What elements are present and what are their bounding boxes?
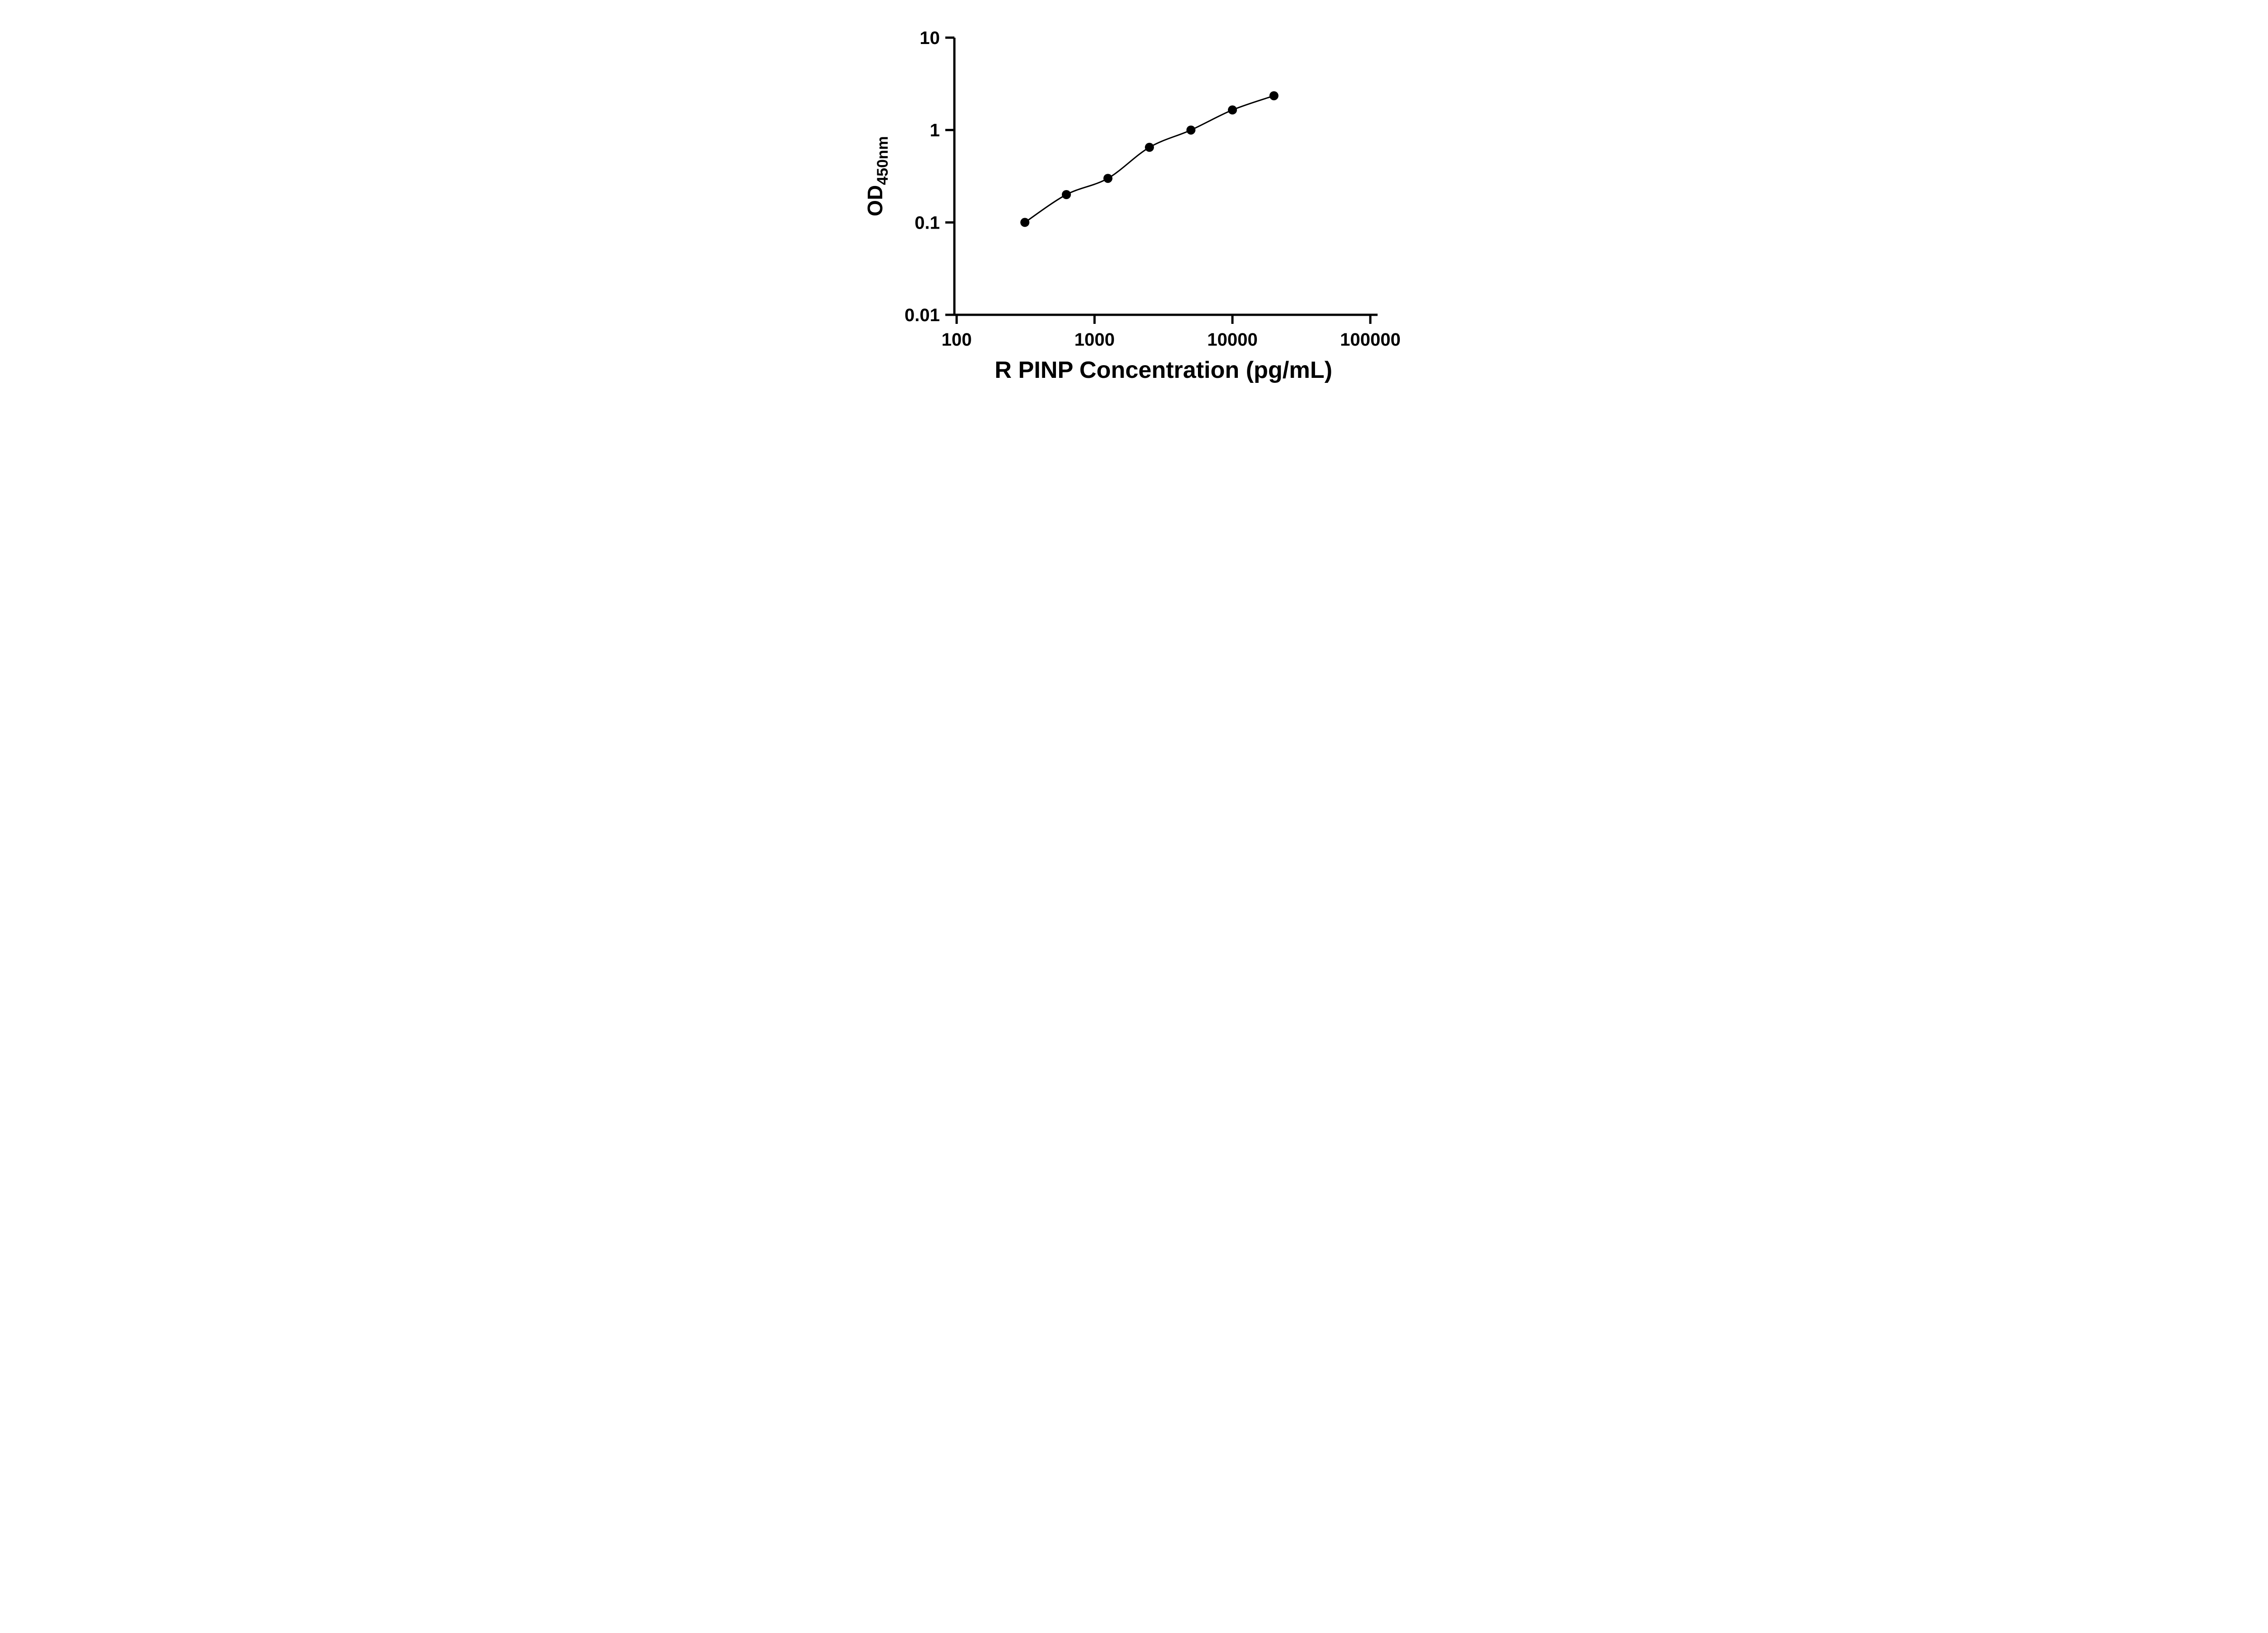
- x-axis-ticks: 100 1000 10000 100000: [942, 315, 1401, 350]
- data-point-marker: [1269, 91, 1279, 101]
- x-axis-title: R PINP Concentration (pg/mL): [995, 357, 1332, 383]
- y-axis-title: OD450nm: [863, 136, 891, 216]
- data-point-marker: [1186, 125, 1196, 135]
- data-point-marker: [1020, 218, 1030, 227]
- x-tick-label: 10000: [1207, 330, 1257, 350]
- y-tick-label: 0.01: [904, 305, 940, 325]
- y-axis-title-subscript: 450nm: [874, 136, 891, 185]
- data-point-marker: [1228, 105, 1237, 115]
- curve-line: [1024, 95, 1274, 223]
- x-tick-label: 100000: [1340, 330, 1400, 350]
- standard-curve-chart: 0.01 0.1 1 10 100 1000 10000 100000 R PINP Con…: [863, 28, 1401, 383]
- x-tick-label: 1000: [1075, 330, 1115, 350]
- y-tick-label: 1: [930, 121, 940, 141]
- y-tick-label: 10: [920, 28, 940, 48]
- data-point-marker: [1145, 142, 1154, 152]
- data-points: [1020, 91, 1279, 227]
- y-axis-ticks: 0.01 0.1 1 10: [904, 28, 954, 325]
- y-tick-label: 0.1: [914, 213, 940, 233]
- data-point-marker: [1103, 174, 1113, 183]
- y-axis-title-main: OD: [863, 185, 887, 216]
- figure: 0.01 0.1 1 10 100 1000 10000 100000 R PINP Con…: [842, 0, 1426, 408]
- x-tick-label: 100: [942, 330, 972, 350]
- data-point-marker: [1061, 190, 1071, 199]
